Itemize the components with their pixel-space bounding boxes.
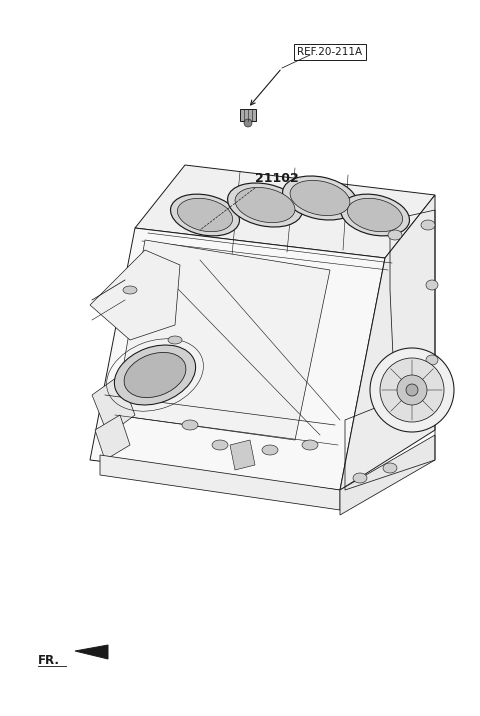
Polygon shape — [90, 228, 385, 490]
Ellipse shape — [348, 198, 403, 232]
Polygon shape — [240, 109, 256, 121]
Polygon shape — [75, 645, 108, 659]
Text: REF.20-211A: REF.20-211A — [298, 47, 362, 57]
Ellipse shape — [383, 463, 397, 473]
Ellipse shape — [168, 336, 182, 344]
Ellipse shape — [426, 355, 438, 365]
Ellipse shape — [426, 280, 438, 290]
Polygon shape — [340, 195, 435, 490]
Ellipse shape — [178, 198, 233, 232]
Polygon shape — [135, 165, 435, 258]
Ellipse shape — [228, 183, 302, 227]
Ellipse shape — [235, 188, 295, 223]
Ellipse shape — [421, 220, 435, 230]
Polygon shape — [92, 375, 135, 435]
Ellipse shape — [380, 358, 444, 422]
Polygon shape — [115, 240, 330, 440]
Text: 21102: 21102 — [255, 172, 299, 185]
Ellipse shape — [182, 420, 198, 430]
Ellipse shape — [170, 194, 240, 236]
Polygon shape — [100, 455, 340, 510]
Ellipse shape — [262, 445, 278, 455]
Ellipse shape — [406, 384, 418, 396]
Text: FR.: FR. — [38, 654, 60, 667]
Polygon shape — [230, 440, 255, 470]
Polygon shape — [340, 435, 435, 515]
Ellipse shape — [353, 473, 367, 483]
Ellipse shape — [123, 286, 137, 294]
Polygon shape — [90, 250, 180, 340]
Polygon shape — [95, 415, 130, 460]
Ellipse shape — [340, 194, 409, 236]
Ellipse shape — [388, 230, 402, 240]
Ellipse shape — [124, 352, 186, 397]
Ellipse shape — [302, 440, 318, 450]
Ellipse shape — [290, 180, 350, 216]
Ellipse shape — [244, 119, 252, 127]
Ellipse shape — [397, 375, 427, 405]
Ellipse shape — [114, 345, 196, 405]
Ellipse shape — [283, 176, 358, 220]
Ellipse shape — [370, 348, 454, 432]
Ellipse shape — [212, 440, 228, 450]
